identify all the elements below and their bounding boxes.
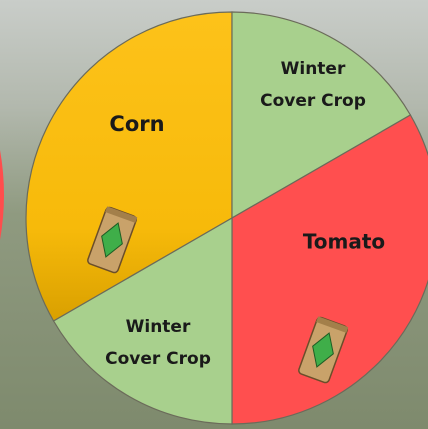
cover-crop-segment	[52, 216, 233, 425]
adjacent-segment	[0, 150, 4, 240]
cover-crop-segment	[231, 11, 412, 220]
segment-label: Corn	[109, 112, 164, 136]
segment-label: Tomato	[303, 230, 385, 254]
segment-label: Cover Crop	[260, 91, 366, 111]
segment-label: Cover Crop	[105, 349, 211, 369]
segment-label: Winter	[281, 59, 346, 79]
fertilizer-bag-icon	[87, 206, 138, 274]
tomato-segment	[231, 114, 428, 425]
fertilizer-bag-icon	[298, 316, 349, 384]
segment-label: Winter	[126, 317, 191, 337]
corn-segment	[25, 11, 233, 322]
